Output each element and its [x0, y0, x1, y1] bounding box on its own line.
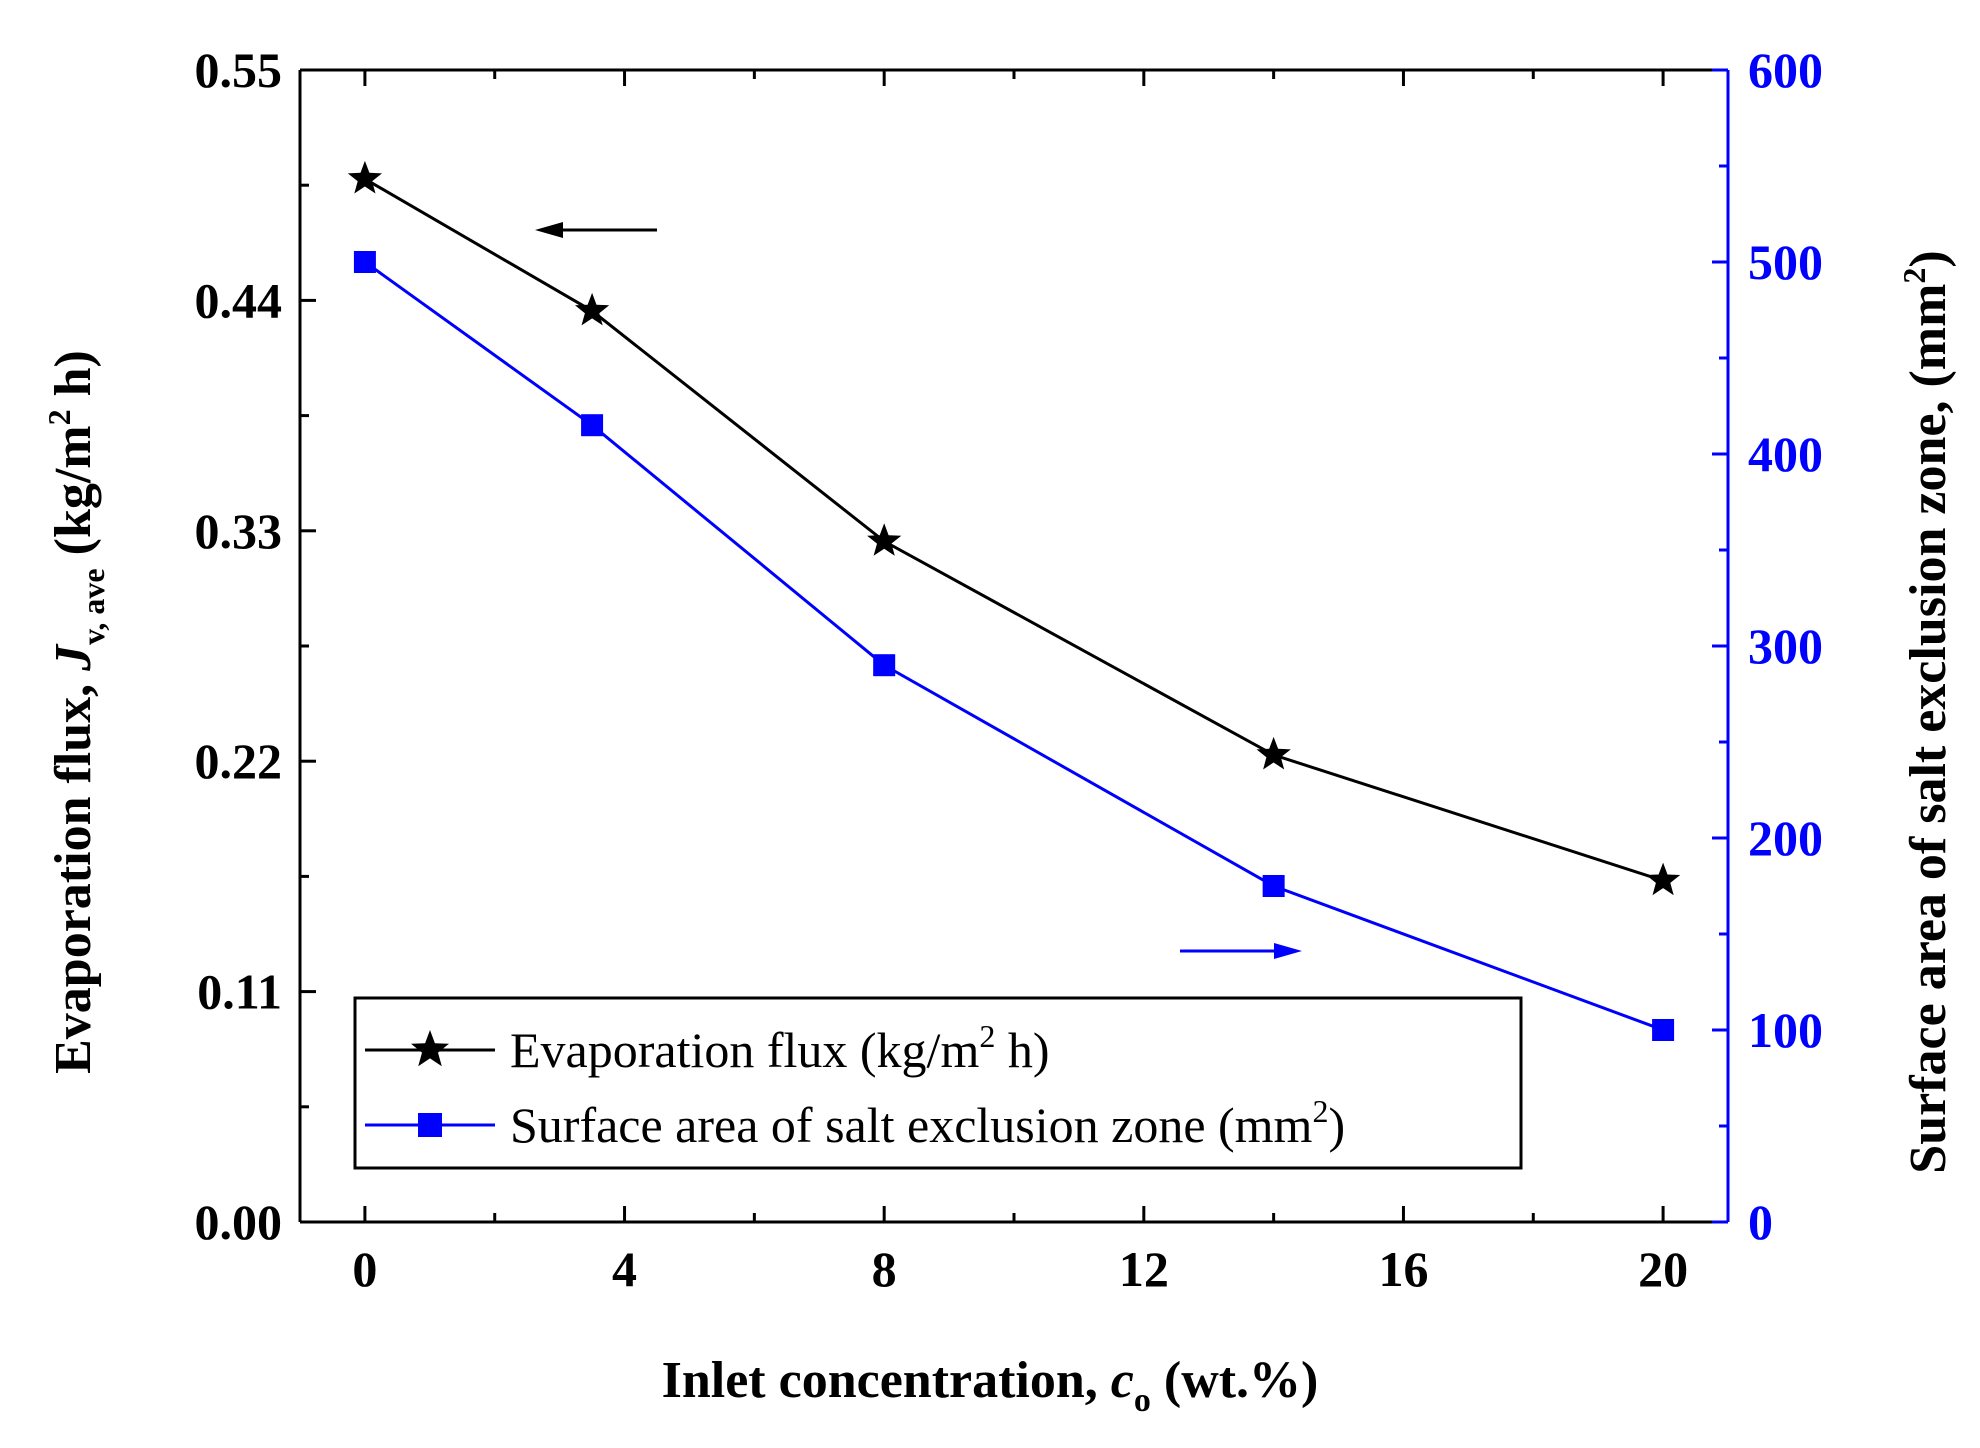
annotations [535, 222, 1302, 959]
legend-label-star: Evaporation flux (kg/m2 h) [510, 1018, 1050, 1078]
left-tick-label: 0.11 [197, 964, 282, 1020]
right-tick-label: 0 [1748, 1194, 1773, 1250]
data-point-star [575, 292, 610, 326]
data-point-star [347, 160, 382, 194]
right-tick-label: 500 [1748, 234, 1823, 290]
data-point-square [581, 414, 604, 437]
right-tick-label: 300 [1748, 618, 1823, 674]
data-point-square [873, 654, 896, 677]
legend-marker-square [418, 1113, 442, 1137]
left-tick-label: 0.55 [195, 42, 283, 98]
x-axis-ticks: 0 4 8 12 16 20 [352, 70, 1688, 1297]
data-point-star [1256, 736, 1291, 770]
right-tick-label: 200 [1748, 810, 1823, 866]
left-tick-label: 0.33 [195, 503, 283, 559]
x-tick-label: 4 [612, 1241, 637, 1297]
right-axis-ticks: 0 100 200 300 400 500 600 [1712, 42, 1823, 1250]
data-point-square [353, 251, 376, 273]
right-tick-label: 100 [1748, 1002, 1823, 1058]
data-point-star [1646, 862, 1681, 896]
x-tick-label: 0 [352, 1241, 377, 1297]
legend-marker-star [411, 1030, 449, 1067]
left-tick-label: 0.22 [195, 733, 283, 789]
right-tick-label: 400 [1748, 426, 1823, 482]
x-tick-label: 8 [872, 1241, 897, 1297]
data-point-star [867, 523, 902, 556]
right-axis-title: Surface area of salt exclusion zone, (mm… [1896, 250, 1957, 1173]
right-tick-label: 600 [1748, 42, 1823, 98]
left-tick-label: 0.00 [195, 1194, 283, 1250]
series-line-star [364, 177, 1664, 883]
series-line-square [364, 260, 1664, 1032]
arrow-head-left [535, 222, 563, 238]
x-tick-label: 16 [1378, 1241, 1428, 1297]
x-tick-label: 12 [1119, 1241, 1169, 1297]
data-point-square [1262, 875, 1285, 897]
left-axis-ticks: 0.00 0.11 0.22 0.33 0.44 0.55 [195, 42, 316, 1250]
left-axis-title: Evaporation flux, Jv, ave (kg/m2 h) [41, 350, 111, 1074]
x-tick-label: 20 [1638, 1241, 1688, 1297]
legend: Evaporation flux (kg/m2 h) Surface area o… [353, 996, 1523, 1170]
legend-box [353, 996, 1523, 1170]
data-point-square [1652, 1019, 1675, 1041]
arrow-head-right [1274, 943, 1302, 959]
left-tick-label: 0.44 [195, 272, 283, 328]
series-group [347, 160, 1681, 1041]
legend-label-square: Surface area of salt exclusion zone (mm2… [510, 1093, 1345, 1153]
x-axis-title: Inlet concentration, co (wt.%) [662, 1352, 1319, 1419]
